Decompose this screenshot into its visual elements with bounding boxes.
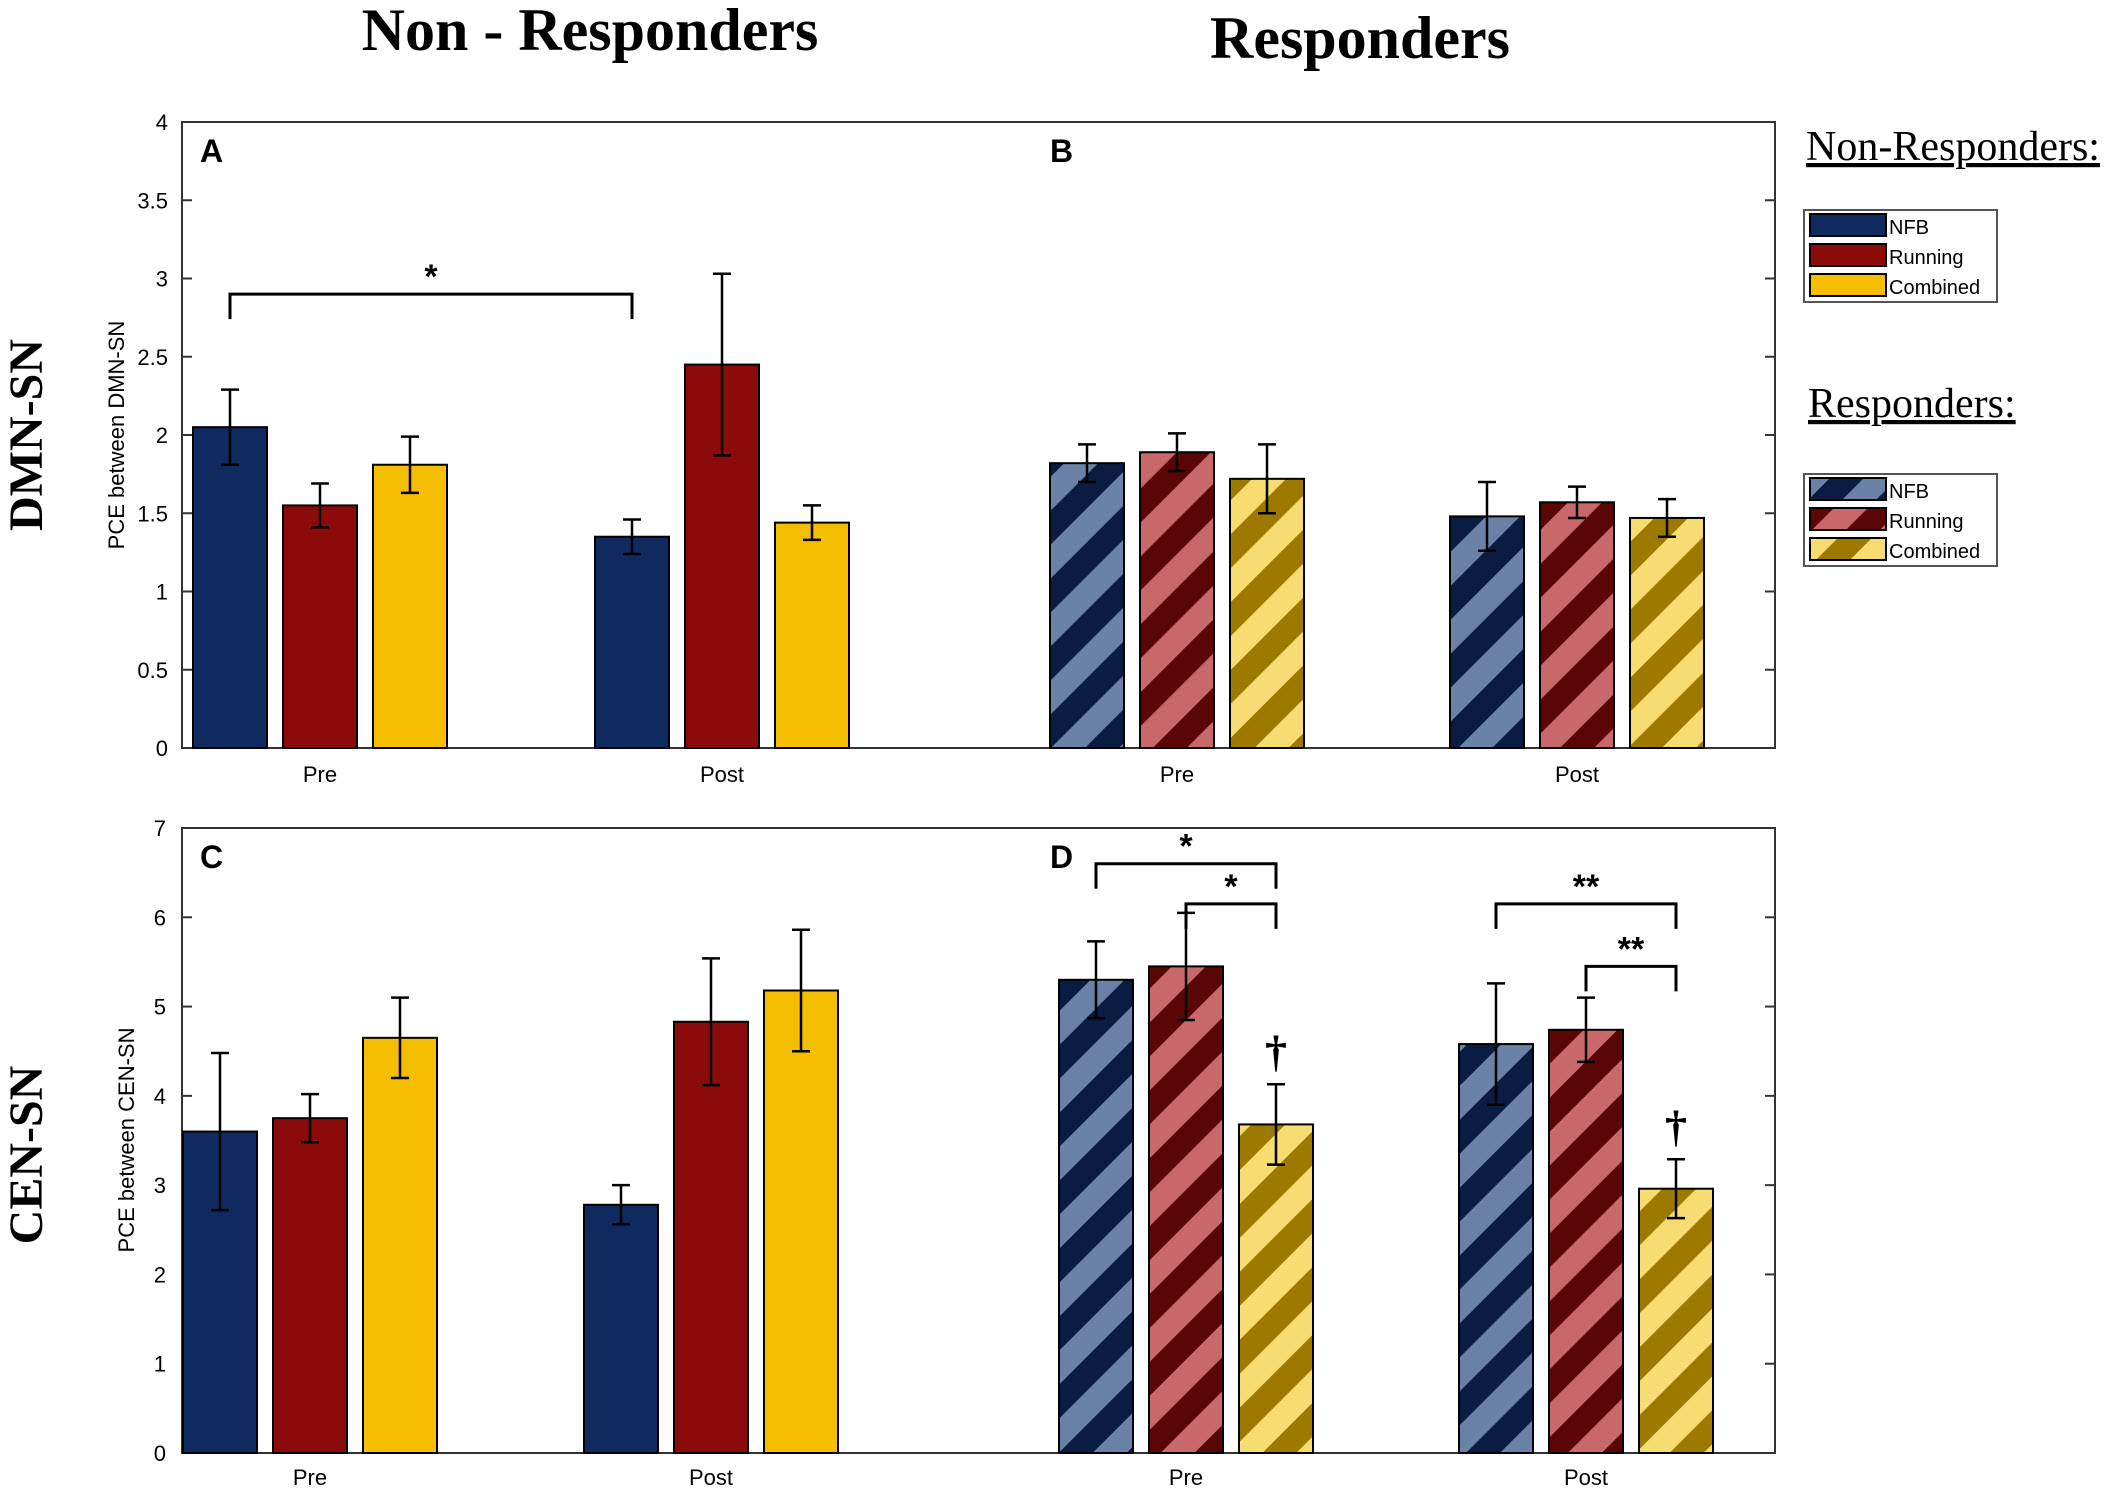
bar-a-running-pre	[282, 504, 358, 749]
legend-label-nfb-hatched: NFB	[1889, 481, 1929, 503]
y-tick-label-c: 6	[154, 905, 166, 930]
significance-label-d: *	[1224, 868, 1238, 906]
y-tick-label-c: 3	[154, 1173, 166, 1198]
significance-label-d: *	[1179, 828, 1193, 866]
panel-letter-c: C	[200, 839, 223, 875]
significance-bracket-a	[228, 292, 634, 320]
bar-a-nfb-post	[594, 535, 670, 749]
y-tick-label-a: 0.5	[137, 658, 168, 683]
legend-label-running-hatched: Running	[1889, 511, 1964, 533]
y-tick-label-c: 1	[154, 1352, 166, 1377]
y-tick-label-a: 0	[156, 736, 168, 761]
x-tick-label-c-post: Post	[689, 1465, 733, 1490]
x-tick-label-b-pre: Pre	[1160, 762, 1194, 787]
significance-label-a: *	[424, 258, 438, 296]
legend-label-nfb: NFB	[1889, 217, 1929, 239]
bar-b-nfb-pre	[1049, 462, 1125, 749]
y-tick-label-c: 7	[154, 816, 166, 841]
x-tick-label-d-pre: Pre	[1169, 1465, 1203, 1490]
bar-b-nfb-post	[1449, 515, 1525, 749]
dagger-marker-d: †	[1665, 1102, 1687, 1151]
panel-letter-b: B	[1050, 133, 1073, 169]
legend-swatch-combined-hatched	[1809, 537, 1887, 561]
legend-responders-title: Responders:	[1808, 381, 2016, 427]
bar-c-combined-pre	[362, 1036, 438, 1454]
legend-label-running: Running	[1889, 247, 1964, 269]
x-tick-label-b-post: Post	[1555, 762, 1599, 787]
significance-label-d: **	[1618, 930, 1645, 968]
chart-layer: 0 0.5 1 1.5 2 2.5 3 3.5 4 Pre Post * Pre Post 0 1 2 3 4 5 6 7…	[137, 110, 1775, 1490]
bar-a-combined-pre	[372, 463, 448, 749]
legend-nonresponders: Non-Responders: NFB Running Combined	[1803, 124, 2100, 303]
panel-letter-d: D	[1050, 839, 1073, 875]
row-label-cen-sn: CEN-SN	[0, 1065, 53, 1244]
bar-a-combined-post	[774, 521, 850, 750]
significance-label-d: **	[1573, 868, 1600, 906]
bar-c-combined-post	[763, 989, 839, 1454]
x-tick-label-a-post: Post	[700, 762, 744, 787]
bar-b-running-post	[1539, 501, 1615, 750]
y-tick-label-a: 2.5	[137, 345, 168, 370]
bar-d-nfb-pre	[1058, 978, 1134, 1454]
bar-b-running-pre	[1139, 451, 1215, 749]
x-tick-label-d-post: Post	[1564, 1465, 1608, 1490]
legend-label-combined-hatched: Combined	[1889, 541, 1980, 563]
panel-letter-a: A	[200, 133, 223, 169]
legend-swatch-combined	[1809, 273, 1887, 297]
bar-c-nfb-post	[583, 1203, 659, 1455]
y-tick-label-a: 3.5	[137, 188, 168, 213]
row-label-dmn-sn: DMN-SN	[0, 339, 53, 531]
column-title-responders: Responders	[1210, 5, 1510, 71]
bar-d-running-pre	[1148, 965, 1224, 1455]
legend-swatch-running-hatched	[1809, 507, 1887, 531]
y-tick-label-c: 0	[154, 1441, 166, 1466]
bar-c-running-post	[673, 1020, 749, 1454]
y-tick-label-a: 3	[156, 267, 168, 292]
legend-label-combined: Combined	[1889, 277, 1980, 299]
significance-bracket-d	[1184, 902, 1278, 929]
x-tick-label-a-pre: Pre	[303, 762, 337, 787]
y-tick-label-a: 1	[156, 580, 168, 605]
significance-bracket-d	[1584, 964, 1678, 992]
bar-d-running-post	[1548, 1028, 1624, 1455]
bar-b-combined-pre	[1229, 477, 1305, 749]
significance-bracket-d	[1494, 902, 1678, 929]
y-tick-label-a: 1.5	[137, 501, 168, 526]
column-title-nonresponders: Non - Responders	[362, 0, 819, 63]
dagger-marker-d: †	[1265, 1027, 1287, 1076]
significance-bracket-d	[1094, 862, 1278, 889]
y-tick-label-c: 5	[154, 995, 166, 1020]
y-tick-label-c: 2	[154, 1262, 166, 1287]
bar-b-combined-post	[1629, 516, 1705, 749]
y-axis-label-cen-sn: PCE between CEN-SN	[114, 1028, 139, 1253]
y-tick-label-a: 4	[156, 110, 168, 135]
legend-swatch-nfb	[1809, 213, 1887, 237]
legend-responders: Responders: NFB Running Combined	[1803, 381, 2016, 567]
x-tick-label-c-pre: Pre	[293, 1465, 327, 1490]
legend-nonresponders-title: Non-Responders:	[1806, 124, 2100, 170]
bar-d-nfb-post	[1458, 1043, 1534, 1454]
bar-d-combined-pre	[1238, 1123, 1314, 1455]
bar-c-running-pre	[272, 1117, 348, 1455]
legend-swatch-running	[1809, 243, 1887, 267]
legend-swatch-nfb-hatched	[1809, 477, 1887, 501]
bar-a-nfb-pre	[192, 426, 268, 749]
y-tick-label-a: 2	[156, 423, 168, 448]
y-tick-label-c: 4	[154, 1084, 166, 1109]
y-axis-label-dmn-sn: PCE between DMN-SN	[104, 321, 129, 550]
bar-d-combined-post	[1638, 1187, 1714, 1454]
